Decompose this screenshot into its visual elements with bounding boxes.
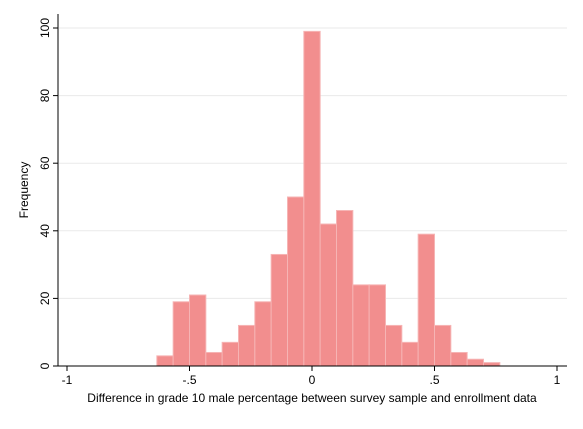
y-tick-label-0: 0 — [38, 362, 52, 369]
x-axis-label: Difference in grade 10 male percentage b… — [87, 391, 537, 405]
x-tick-label-3: .5 — [429, 373, 439, 387]
histogram-bar-1 — [173, 302, 189, 366]
histogram-bar-10 — [320, 224, 336, 366]
histogram-bar-15 — [402, 342, 418, 366]
histogram-bar-14 — [386, 325, 402, 366]
histogram-bar-16 — [418, 234, 434, 366]
y-tick-label-5: 100 — [38, 18, 52, 38]
histogram-bar-3 — [206, 352, 222, 366]
histogram-bar-11 — [337, 211, 353, 366]
histogram-bar-18 — [451, 352, 467, 366]
histogram-bar-20 — [484, 363, 500, 366]
y-tick-label-1: 20 — [38, 291, 52, 305]
histogram-bar-5 — [239, 325, 255, 366]
histogram-bar-17 — [435, 325, 451, 366]
histogram-bar-0 — [157, 356, 173, 366]
histogram-bar-19 — [467, 359, 483, 366]
x-tick-label-4: 1 — [554, 373, 561, 387]
histogram-bar-7 — [271, 254, 287, 366]
histogram-bar-6 — [255, 302, 271, 366]
y-axis-label: Frequency — [17, 162, 31, 219]
histogram-bars — [157, 31, 500, 366]
histogram-bar-8 — [288, 197, 304, 366]
x-tick-label-2: 0 — [309, 373, 316, 387]
x-tick-label-1: -.5 — [182, 373, 196, 387]
histogram-bar-13 — [369, 285, 385, 366]
x-tick-label-0: -1 — [62, 373, 73, 387]
histogram-bar-2 — [190, 295, 206, 366]
histogram-bar-12 — [353, 285, 369, 366]
histogram-bar-9 — [304, 31, 320, 366]
histogram-bar-4 — [222, 342, 238, 366]
y-tick-label-2: 40 — [38, 224, 52, 238]
y-tick-label-4: 80 — [38, 89, 52, 103]
y-tick-label-3: 60 — [38, 156, 52, 170]
